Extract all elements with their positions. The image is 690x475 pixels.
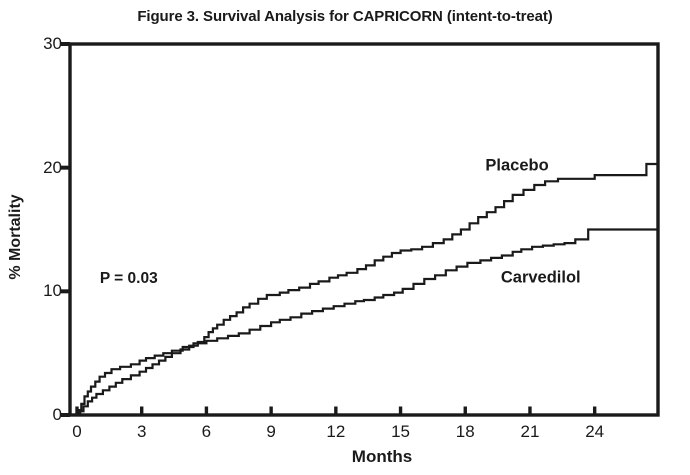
x-tick-label-3: 3 (136, 422, 147, 441)
y-tick-label-30: 30 (43, 34, 62, 53)
x-tick-label-6: 6 (201, 422, 212, 441)
x-tick-label-18: 18 (455, 422, 475, 441)
p-value-annotation: P = 0.03 (99, 269, 158, 287)
y-tick-label-0: 0 (52, 405, 62, 424)
x-tick-label-12: 12 (326, 422, 346, 441)
x-tick-label-0: 0 (72, 422, 82, 441)
axis-frame (68, 42, 660, 417)
placebo-curve-label: Placebo (485, 156, 549, 175)
x-tick-label-9: 9 (266, 422, 276, 441)
y-axis-label: % Mortality (7, 194, 24, 280)
y-tick-label-20: 20 (43, 157, 62, 177)
x-tick-label-24: 24 (585, 422, 605, 441)
carvedilol-curve (77, 228, 658, 417)
figure-title: Figure 3. Survival Analysis for CAPRICOR… (137, 8, 553, 25)
placebo-curve (77, 162, 658, 417)
carvedilol-curve-label: Carvedilol (500, 268, 581, 287)
x-axis-label: Months (351, 447, 413, 466)
y-tick-label-10: 10 (43, 281, 62, 301)
x-tick-label-15: 15 (391, 422, 410, 441)
x-tick-label-21: 21 (520, 422, 540, 441)
